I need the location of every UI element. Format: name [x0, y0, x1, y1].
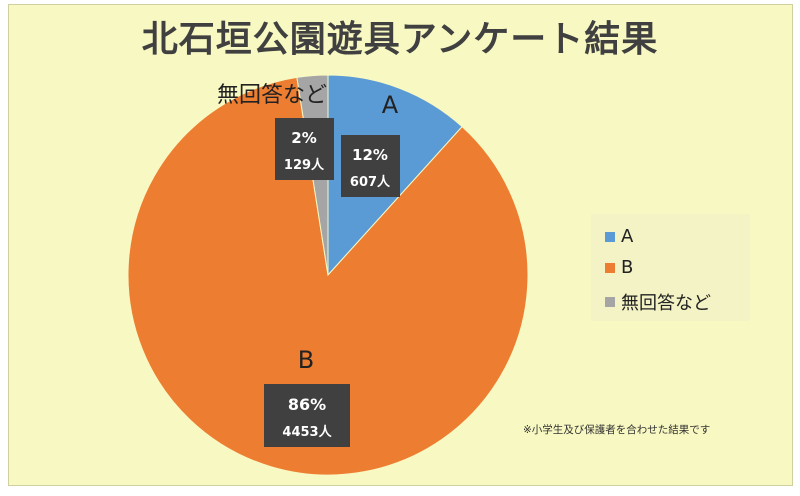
legend-item-a: A — [605, 226, 633, 247]
slice-b — [127, 76, 529, 476]
legend-item-b: B — [605, 257, 633, 278]
data-label-a: 12% 607人 — [341, 135, 400, 197]
chart-title: 北石垣公園遊具アンケート結果 — [141, 19, 659, 60]
data-label-a-count: 607人 — [350, 174, 391, 190]
data-label-no-answer: 2% 129人 — [275, 118, 334, 180]
data-label-b-percent: 86% — [288, 395, 326, 414]
legend-swatch-a — [605, 231, 615, 242]
slice-label-a: A — [382, 91, 399, 119]
data-label-no-answer-count: 129人 — [284, 157, 325, 173]
legend-label-a: A — [621, 226, 634, 247]
data-label-a-percent: 12% — [352, 146, 388, 164]
legend-swatch-b — [605, 262, 615, 273]
slice-label-b: B — [298, 346, 314, 374]
data-label-b-count: 4453人 — [282, 424, 332, 440]
slice-label-no-answer: 無回答など — [217, 83, 327, 108]
data-label-no-answer-percent: 2% — [291, 129, 316, 147]
legend-label-no-answer: 無回答など — [621, 293, 711, 314]
data-label-b: 86% 4453人 — [264, 384, 350, 447]
legend: A B 無回答など — [591, 214, 750, 321]
legend-swatch-no-answer — [605, 297, 615, 307]
footnote: ※小学生及び保護者を合わせた結果です — [523, 424, 711, 436]
legend-item-no-answer: 無回答など — [605, 289, 711, 315]
legend-label-b: B — [621, 257, 634, 278]
